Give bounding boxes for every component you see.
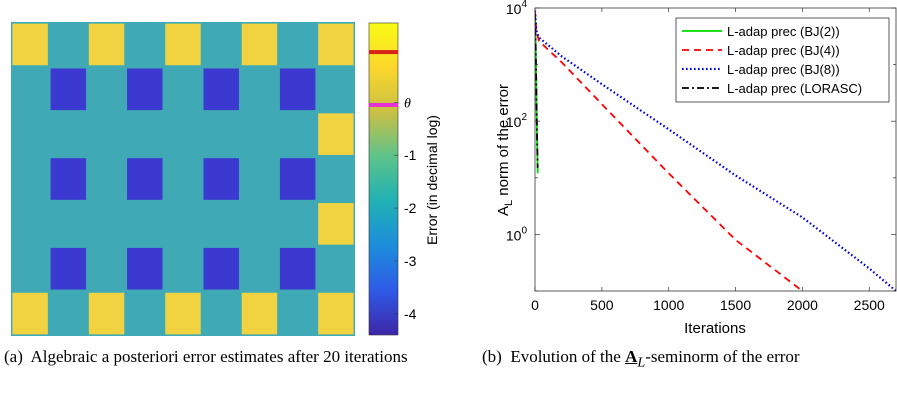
svg-text:AL norm of the error: AL norm of the error [495, 84, 515, 216]
caption-a-text: Algebraic a posteriori error estimates a… [30, 347, 408, 366]
y-tick-label: 100 [506, 225, 528, 243]
yellow-block [318, 292, 354, 335]
yellow-block [88, 292, 125, 335]
y-axis-label: AL norm of the error [495, 84, 515, 216]
colorbar-markers [369, 50, 398, 107]
colorbar-tick-label: θ [404, 96, 411, 111]
yellow-block [165, 292, 201, 335]
yellow-block [12, 23, 48, 66]
y-tick-label: 104 [506, 0, 528, 17]
blue-block [203, 247, 239, 290]
blue-block [127, 68, 163, 111]
caption-a: (a) Algebraic a posteriori error estimat… [4, 346, 444, 367]
x-tick-label: 0 [531, 297, 539, 313]
legend: L-adap prec (BJ(2)) L-adap prec (BJ(4)) L-… [675, 17, 890, 103]
x-tick-label: 2000 [787, 297, 818, 313]
legend-label: L-adap prec (BJ(8)) [727, 62, 840, 77]
caption-b-symbol: A [625, 347, 638, 366]
colorbar-scale [368, 22, 399, 336]
legend-label: L-adap prec (LORASC) [727, 81, 862, 96]
blue-block [50, 158, 87, 200]
legend-label: L-adap prec (BJ(4)) [727, 43, 840, 58]
colorbar-ticks: -4 -3 -2 -1 θ [394, 96, 417, 322]
yellow-block [88, 23, 125, 66]
blue-block [127, 247, 163, 290]
magenta-marker [369, 102, 398, 107]
series-line-1 [535, 13, 539, 174]
colorbar-tick-label: -4 [404, 306, 417, 322]
y-ticks: 100 102 104 [506, 0, 896, 292]
blue-block [203, 68, 239, 111]
colorbar-tick-label: -2 [404, 200, 417, 216]
yellow-block [241, 292, 278, 335]
series-line-4 [535, 13, 539, 168]
blue-block [279, 158, 316, 200]
yellow-block [12, 292, 48, 335]
heatmap-blocks [12, 23, 354, 335]
error-heatmap [11, 22, 355, 336]
plot-frame [534, 7, 897, 292]
yellow-block [241, 23, 278, 66]
x-tick-label: 500 [590, 297, 614, 313]
caption-a-label: (a) [4, 347, 23, 366]
caption-b-text-after: -seminorm of the error [645, 347, 800, 366]
yellow-block [318, 203, 354, 245]
red-marker [369, 50, 398, 55]
series-lines [535, 10, 896, 291]
legend-label: L-adap prec (BJ(2)) [727, 24, 840, 39]
figure: -4 -3 -2 -1 θ Error (in decimal log) 0 500 100… [11, 0, 897, 337]
x-tick-label: 2500 [854, 297, 885, 313]
x-axis-label: Iterations [684, 320, 746, 337]
blue-block [50, 68, 87, 111]
series-line-2 [535, 10, 803, 291]
colorbar-tick-label: -3 [404, 253, 417, 269]
caption-b-label: (b) [482, 347, 502, 366]
caption-b-subscript: L [637, 354, 646, 371]
colorbar-tick-label: -1 [404, 147, 417, 163]
x-tick-label: 1500 [720, 297, 751, 313]
colorbar-label: Error (in decimal log) [424, 115, 440, 245]
colorbar: -4 -3 -2 -1 θ Error (in decimal log) [368, 22, 440, 336]
caption-b: (b) Evolution of the AL-seminorm of the … [482, 346, 892, 373]
series-line-3 [535, 10, 896, 291]
blue-block [279, 68, 316, 111]
x-tick-label: 1000 [653, 297, 684, 313]
y-tick-label: 102 [506, 112, 528, 130]
x-ticks: 0 500 1000 1500 2000 2500 [531, 8, 885, 313]
caption-b-text-before: Evolution of the [510, 347, 621, 366]
yellow-block [165, 23, 201, 66]
convergence-chart: 0 500 1000 1500 2000 2500 100 102 104 Iteration… [495, 0, 897, 337]
blue-block [50, 247, 87, 290]
yellow-block [318, 113, 354, 155]
legend-box [675, 17, 890, 103]
yellow-block [318, 23, 354, 66]
blue-block [279, 247, 316, 290]
legend-items: L-adap prec (BJ(2)) L-adap prec (BJ(4)) L-… [682, 24, 862, 96]
blue-block [127, 158, 163, 200]
blue-block [203, 158, 239, 200]
